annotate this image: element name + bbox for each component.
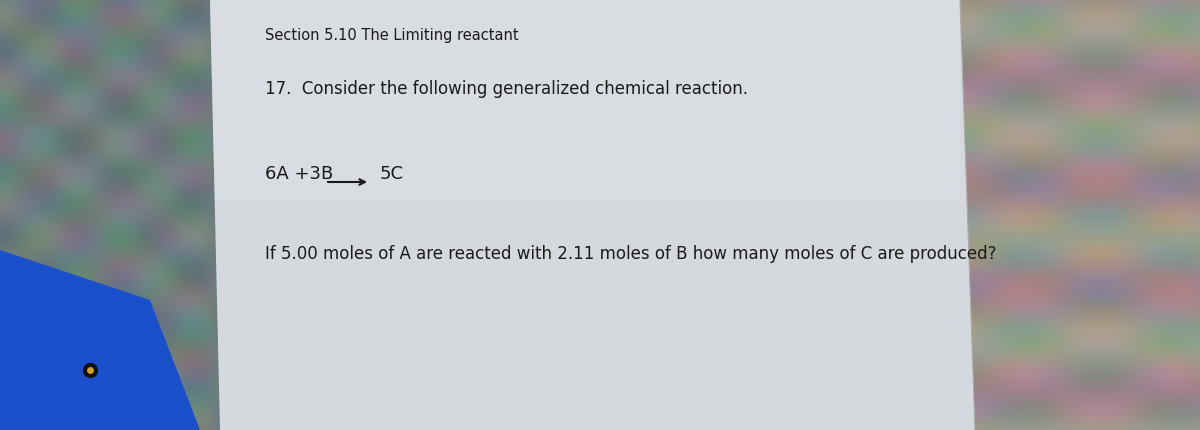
Polygon shape: [210, 0, 974, 430]
Text: 17.  Consider the following generalized chemical reaction.: 17. Consider the following generalized c…: [265, 80, 748, 98]
Text: 6A +3B: 6A +3B: [265, 165, 334, 183]
Polygon shape: [0, 250, 200, 430]
Polygon shape: [210, 0, 960, 200]
Text: 5C: 5C: [380, 165, 404, 183]
Text: If 5.00 moles of A are reacted with 2.11 moles of B how many moles of C are prod: If 5.00 moles of A are reacted with 2.11…: [265, 245, 996, 263]
Text: Section 5.10 The Limiting reactant: Section 5.10 The Limiting reactant: [265, 28, 518, 43]
